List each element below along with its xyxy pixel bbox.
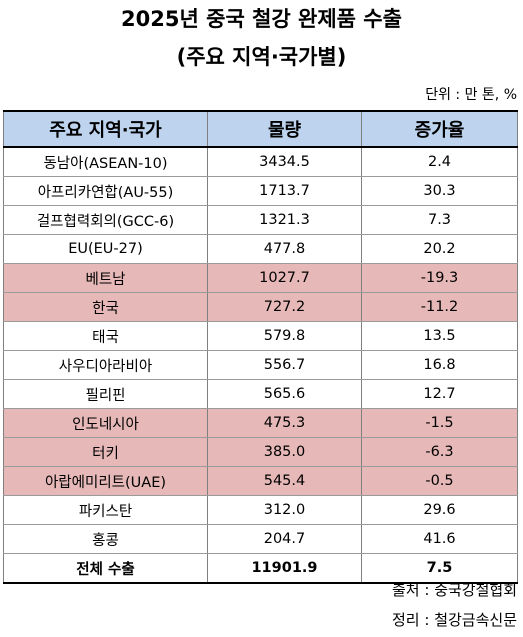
cell-region: 아랍에미리트(UAE) [3,466,208,496]
cell-volume: 475.3 [207,408,362,438]
cell-region: 한국 [3,292,208,322]
cell-growth: 20.2 [361,234,518,264]
cell-volume: 312.0 [207,495,362,525]
cell-volume: 477.8 [207,234,362,264]
table-row: 터키 385.0 -6.3 [3,437,518,467]
export-table: 주요 지역·국가 물량 증가율 동남아(ASEAN-10) 3434.5 2.4 아… [3,110,518,584]
cell-growth: -6.3 [361,437,518,467]
table-row: 태국 579.8 13.5 [3,321,518,351]
header-region: 주요 지역·국가 [3,110,208,148]
total-region: 전체 수출 [3,553,208,584]
cell-growth: -1.5 [361,408,518,438]
cell-region: 동남아(ASEAN-10) [3,147,208,177]
cell-region: 아프리카연합(AU-55) [3,176,208,206]
cell-volume: 3434.5 [207,147,362,177]
table-row: 사우디아라비아 556.7 16.8 [3,350,518,380]
cell-volume: 204.7 [207,524,362,554]
cell-growth: 16.8 [361,350,518,380]
unit-label: 단위 : 만 톤, % [425,87,517,103]
table-row: 파키스탄 312.0 29.6 [3,495,518,525]
total-volume: 11901.9 [207,553,362,584]
cell-volume: 545.4 [207,466,362,496]
editor-label: 정리 : 철강금속신문 [392,611,517,629]
cell-growth: 30.3 [361,176,518,206]
cell-volume: 556.7 [207,350,362,380]
table-header-row: 주요 지역·국가 물량 증가율 [3,110,518,148]
cell-region: 필리핀 [3,379,208,409]
cell-region: 베트남 [3,263,208,293]
cell-volume: 1027.7 [207,263,362,293]
table-row: 동남아(ASEAN-10) 3434.5 2.4 [3,147,518,177]
cell-region: 인도네시아 [3,408,208,438]
cell-region: 걸프협력회의(GCC-6) [3,205,208,235]
cell-growth: 41.6 [361,524,518,554]
cell-growth: 2.4 [361,147,518,177]
cell-volume: 1713.7 [207,176,362,206]
title-line-1: 2025년 중국 철강 완제품 수출 [121,7,402,31]
cell-volume: 565.6 [207,379,362,409]
cell-volume: 1321.3 [207,205,362,235]
title-line-2: (주요 지역·국가별) [176,45,347,69]
cell-region: 터키 [3,437,208,467]
header-volume: 물량 [207,110,362,148]
cell-growth: 29.6 [361,495,518,525]
table-row: 인도네시아 475.3 -1.5 [3,408,518,438]
cell-region: 홍콩 [3,524,208,554]
cell-region: EU(EU-27) [3,234,208,264]
cell-volume: 385.0 [207,437,362,467]
table-row: EU(EU-27) 477.8 20.2 [3,234,518,264]
cell-growth: 12.7 [361,379,518,409]
table-total-row: 전체 수출 11901.9 7.5 [3,553,518,584]
table-row: 베트남 1027.7 -19.3 [3,263,518,293]
table-row: 한국 727.2 -11.2 [3,292,518,322]
table-row: 홍콩 204.7 41.6 [3,524,518,554]
table-row: 필리핀 565.6 12.7 [3,379,518,409]
cell-volume: 727.2 [207,292,362,322]
table-row: 아프리카연합(AU-55) 1713.7 30.3 [3,176,518,206]
header-growth: 증가율 [361,110,518,148]
source-label: 출처 : 중국강철협회 [392,581,517,599]
cell-growth: -11.2 [361,292,518,322]
cell-volume: 579.8 [207,321,362,351]
cell-growth: -19.3 [361,263,518,293]
total-growth: 7.5 [361,553,518,584]
cell-region: 태국 [3,321,208,351]
cell-growth: 7.3 [361,205,518,235]
cell-region: 사우디아라비아 [3,350,208,380]
table-row: 걸프협력회의(GCC-6) 1321.3 7.3 [3,205,518,235]
cell-region: 파키스탄 [3,495,208,525]
table-row: 아랍에미리트(UAE) 545.4 -0.5 [3,466,518,496]
cell-growth: -0.5 [361,466,518,496]
cell-growth: 13.5 [361,321,518,351]
